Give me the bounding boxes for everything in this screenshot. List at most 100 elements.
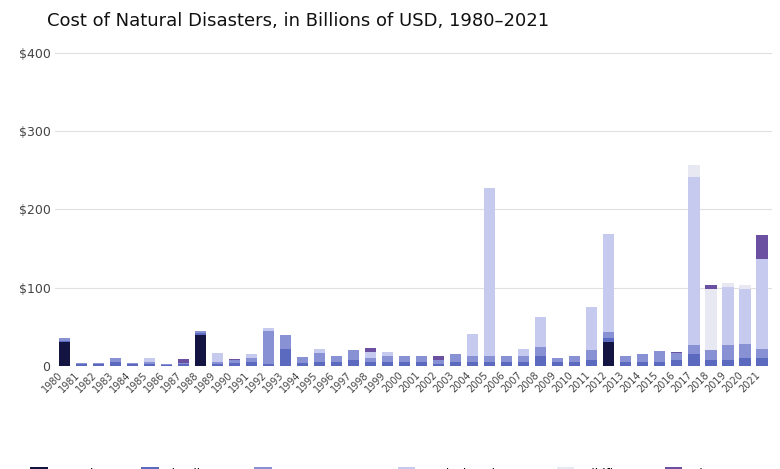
Bar	[757, 235, 768, 259]
Bar	[417, 356, 427, 362]
Bar	[399, 362, 410, 366]
Bar	[535, 347, 547, 356]
Bar	[332, 356, 342, 362]
Bar	[672, 352, 682, 353]
Bar	[144, 364, 155, 366]
Bar	[314, 362, 325, 366]
Bar	[637, 362, 648, 366]
Bar	[722, 287, 733, 346]
Bar	[739, 344, 750, 358]
Bar	[144, 362, 155, 364]
Bar	[722, 283, 733, 287]
Bar	[502, 356, 512, 362]
Bar	[450, 362, 462, 366]
Bar	[297, 363, 308, 366]
Bar	[349, 360, 360, 366]
Bar	[637, 354, 648, 362]
Text: Cost of Natural Disasters, in Billions of USD, 1980–2021: Cost of Natural Disasters, in Billions o…	[48, 12, 550, 30]
Bar	[569, 356, 580, 362]
Bar	[484, 362, 495, 366]
Bar	[467, 334, 478, 356]
Bar	[59, 339, 70, 341]
Bar	[587, 350, 597, 360]
Bar	[757, 358, 768, 366]
Bar	[110, 362, 122, 366]
Bar	[434, 356, 445, 360]
Bar	[604, 332, 615, 339]
Bar	[212, 353, 223, 362]
Bar	[365, 348, 377, 352]
Bar	[689, 354, 700, 366]
Bar	[76, 364, 87, 366]
Bar	[382, 356, 393, 362]
Bar	[382, 352, 393, 356]
Bar	[757, 348, 768, 358]
Bar	[604, 339, 615, 342]
Bar	[552, 358, 563, 362]
Bar	[569, 362, 580, 366]
Bar	[264, 332, 275, 364]
Bar	[519, 349, 530, 356]
Bar	[620, 362, 632, 366]
Bar	[672, 353, 682, 360]
Bar	[484, 356, 495, 362]
Bar	[349, 350, 360, 360]
Bar	[502, 362, 512, 366]
Bar	[127, 363, 138, 364]
Bar	[365, 352, 377, 358]
Bar	[212, 362, 223, 364]
Bar	[654, 351, 665, 362]
Bar	[519, 356, 530, 362]
Bar	[484, 188, 495, 356]
Bar	[229, 360, 240, 363]
Bar	[705, 350, 717, 360]
Bar	[654, 362, 665, 366]
Bar	[739, 358, 750, 366]
Bar	[280, 348, 292, 366]
Bar	[297, 357, 308, 363]
Bar	[519, 362, 530, 366]
Bar	[161, 365, 172, 366]
Bar	[127, 364, 138, 366]
Bar	[434, 360, 445, 364]
Bar	[434, 364, 445, 366]
Bar	[450, 354, 462, 362]
Bar	[467, 356, 478, 362]
Bar	[467, 362, 478, 366]
Bar	[332, 362, 342, 366]
Bar	[705, 360, 717, 366]
Bar	[314, 353, 325, 362]
Bar	[110, 358, 122, 362]
Bar	[705, 285, 717, 289]
Bar	[757, 259, 768, 348]
Bar	[587, 360, 597, 366]
Bar	[264, 327, 275, 332]
Bar	[246, 358, 257, 362]
Bar	[365, 358, 377, 362]
Bar	[314, 348, 325, 353]
Bar	[722, 346, 733, 360]
Bar	[604, 342, 615, 366]
Bar	[587, 307, 597, 350]
Bar	[94, 364, 105, 366]
Bar	[689, 345, 700, 354]
Bar	[739, 289, 750, 344]
Bar	[739, 285, 750, 289]
Bar	[212, 364, 223, 366]
Bar	[246, 354, 257, 358]
Bar	[280, 334, 292, 348]
Bar	[195, 334, 207, 366]
Bar	[417, 362, 427, 366]
Bar	[689, 165, 700, 177]
Bar	[535, 356, 547, 366]
Bar	[672, 360, 682, 366]
Bar	[179, 363, 190, 364]
Bar	[229, 359, 240, 360]
Bar	[604, 234, 615, 332]
Bar	[246, 362, 257, 366]
Bar	[705, 289, 717, 350]
Bar	[399, 356, 410, 362]
Bar	[76, 363, 87, 364]
Bar	[195, 333, 207, 334]
Bar	[195, 332, 207, 333]
